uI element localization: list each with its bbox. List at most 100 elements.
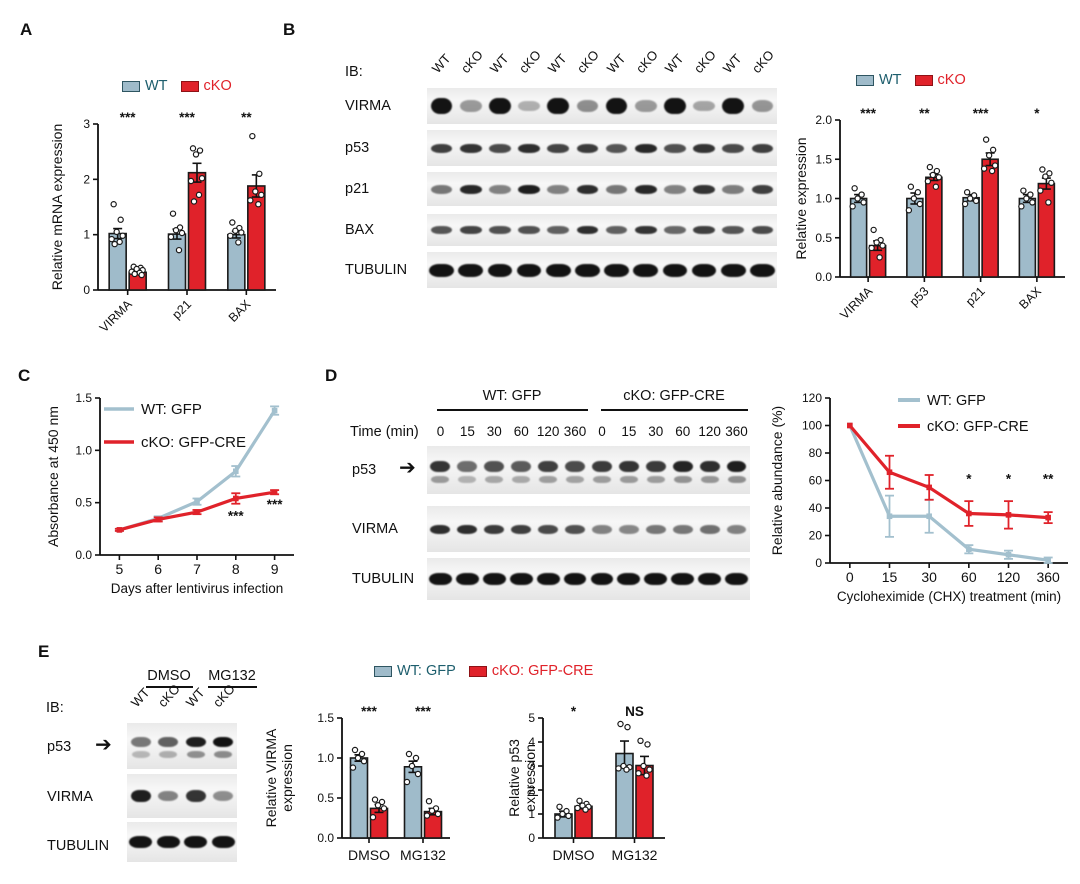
svg-text:*: * [1006, 471, 1012, 486]
svg-text:0.5: 0.5 [815, 231, 832, 245]
blot-band [722, 226, 745, 234]
blot-band [484, 524, 505, 534]
lane-label: WT [127, 684, 153, 710]
blot-band [722, 98, 745, 114]
svg-text:MG132: MG132 [612, 847, 658, 863]
blot-band [545, 263, 571, 277]
svg-text:0.0: 0.0 [75, 548, 92, 562]
blot-band [591, 460, 612, 472]
panel-c-label: C [18, 366, 31, 385]
svg-text:60: 60 [961, 569, 977, 585]
blot-band [459, 143, 482, 153]
blot-band [725, 573, 748, 585]
blot-row-tubulin [427, 252, 777, 288]
svg-text:0.0: 0.0 [815, 270, 832, 284]
time-value: 120 [536, 424, 560, 439]
blot-band [693, 143, 715, 153]
blot-band [430, 98, 453, 114]
svg-text:0.5: 0.5 [317, 791, 334, 805]
legend-swatch [914, 74, 933, 86]
blot-band [129, 836, 153, 848]
blot-e-group-dmso: DMSO [147, 668, 191, 684]
svg-text:**: ** [241, 110, 252, 125]
legend-swatch [180, 80, 199, 92]
panel-d-label: D [325, 366, 338, 385]
blot-band [459, 226, 482, 234]
blot-band [699, 524, 720, 534]
blot-band [518, 184, 540, 194]
blot-row-virma [427, 506, 750, 552]
svg-text:***: *** [267, 497, 284, 512]
legend-label: WT [879, 72, 902, 88]
blot-band-secondary [646, 475, 665, 484]
blot-band [722, 184, 745, 194]
blot-band [617, 573, 641, 585]
blot-band [511, 460, 532, 472]
svg-text:WT: GFP: WT: GFP [927, 393, 986, 409]
blot-band [489, 184, 511, 194]
blot-band [489, 98, 511, 114]
svg-text:*: * [1034, 106, 1040, 121]
blot-row-bax [427, 214, 777, 246]
blot-band [576, 184, 599, 194]
blot-b-row-label-p53: p53 [345, 140, 370, 156]
blot-band [430, 524, 451, 534]
blot-e-group-underline-mg132 [208, 686, 257, 688]
panel-b-ib-label: IB: [345, 64, 363, 80]
blot-row-virma [127, 774, 237, 818]
svg-text:2: 2 [83, 172, 90, 186]
svg-text:*: * [571, 704, 577, 719]
blot-band [720, 263, 746, 277]
blot-band [130, 737, 151, 747]
svg-text:cKO: GFP-CRE: cKO: GFP-CRE [927, 419, 1029, 435]
svg-text:9: 9 [271, 561, 279, 577]
blot-band [509, 573, 533, 585]
lane-label: WT [545, 50, 570, 76]
blot-d-row-label-p53: p53 [352, 462, 377, 478]
blot-band-secondary [566, 475, 584, 484]
blot-band [664, 98, 686, 114]
blot-band [482, 573, 506, 585]
svg-text:1.0: 1.0 [317, 751, 334, 765]
blot-row-p53 [127, 723, 237, 769]
svg-text:40: 40 [809, 501, 823, 515]
blot-band [563, 573, 587, 585]
blot-band [547, 184, 570, 194]
blot-band [547, 98, 570, 114]
blot-band [634, 226, 657, 234]
svg-text:2: 2 [528, 783, 535, 797]
svg-text:60: 60 [809, 474, 823, 488]
svg-text:4: 4 [528, 735, 535, 749]
svg-text:***: *** [415, 704, 432, 719]
blot-band [576, 226, 599, 234]
blot-band-secondary [431, 475, 450, 484]
lane-label: cKO [632, 47, 661, 76]
blot-band [489, 226, 511, 234]
svg-text:1.5: 1.5 [75, 391, 92, 405]
blot-band [698, 573, 722, 585]
blot-band [605, 143, 628, 153]
panel-c-line-chart: 0.0 0.5 1.0 1.5 Absorbance at 450 nm 5 6 7 8 9 Day… [45, 391, 294, 596]
time-value: 15 [621, 424, 637, 439]
panel-a-bar-chart: 0 1 2 3 Relative mRNA expression *** VIRMA *** p… [49, 110, 276, 335]
lane-label: WT [603, 50, 629, 76]
blot-band [213, 791, 234, 801]
svg-text:DMSO: DMSO [553, 847, 595, 863]
blot-band [726, 524, 747, 534]
svg-text:Relative p53: Relative p53 [506, 739, 522, 817]
blot-band [645, 524, 666, 534]
svg-text:1.5: 1.5 [815, 152, 832, 166]
svg-text:Relative mRNA expression: Relative mRNA expression [49, 124, 65, 291]
svg-text:0: 0 [83, 283, 90, 297]
legend-swatch [122, 80, 140, 92]
blot-band-secondary [159, 751, 178, 758]
blot-band [750, 263, 775, 277]
p53-band-arrow-icon: ➔ [399, 457, 416, 479]
blot-band [576, 143, 599, 153]
blot-band [185, 790, 206, 802]
blot-d-row-label-tubulin: TUBULIN [352, 571, 415, 587]
svg-text:***: *** [228, 508, 245, 523]
svg-text:0.0: 0.0 [317, 831, 334, 845]
blot-band [429, 573, 452, 585]
